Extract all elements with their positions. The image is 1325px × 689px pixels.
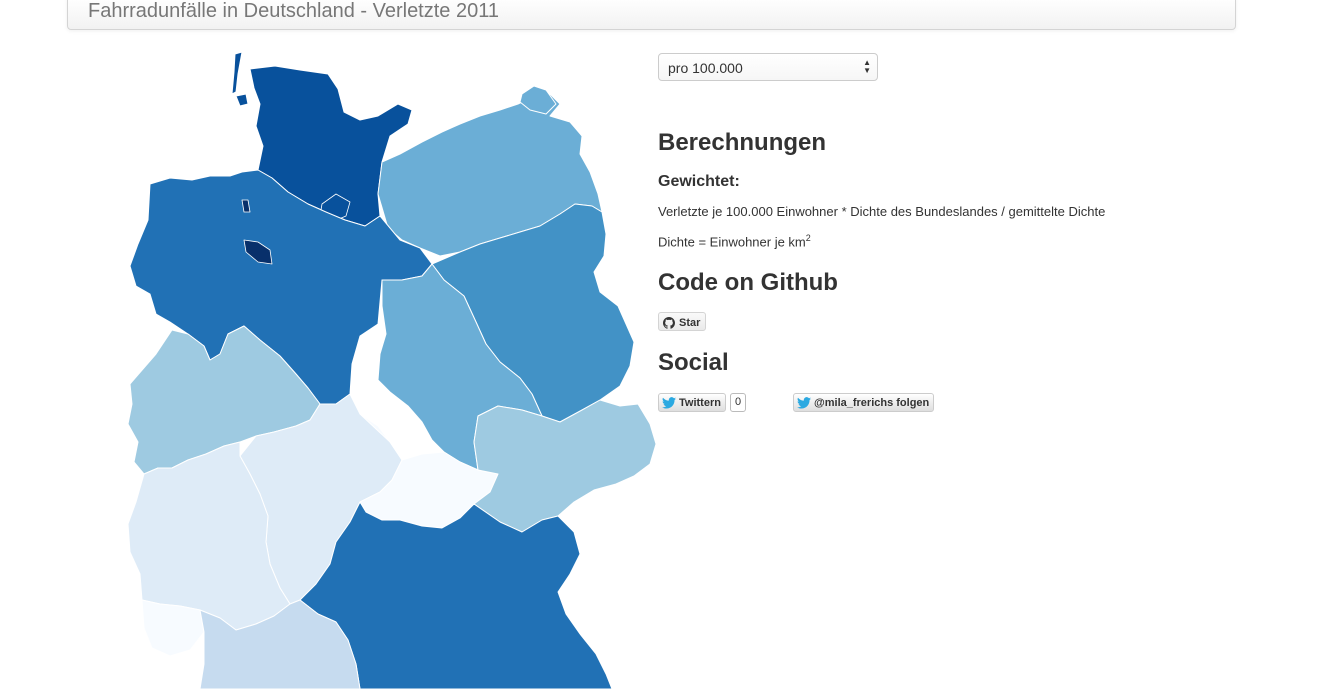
- heading-berechnungen: Berechnungen: [658, 129, 827, 156]
- island-sylt: [231, 51, 243, 95]
- island-ruegen: [519, 85, 557, 115]
- state-rheinland-pfalz[interactable]: [127, 441, 291, 631]
- formula-text: Verletzte je 100.000 Einwohner * Dichte …: [658, 204, 1106, 219]
- twitter-follow-label: @mila_frerichs folgen: [814, 397, 930, 409]
- dichte-superscript: 2: [805, 233, 811, 243]
- page-title[interactable]: Fahrradunfälle in Deutschland - Verletzt…: [88, 0, 499, 22]
- twitter-share-button[interactable]: Twittern: [658, 393, 726, 412]
- github-star-label: Star: [679, 316, 701, 329]
- heading-code-on-github: Code on Github: [658, 269, 838, 296]
- info-panel: pro 100.000 ▲ ▼ Berechnungen Gewichtet: V…: [658, 53, 1258, 412]
- heading-gewichtet: Gewichtet:: [658, 173, 740, 190]
- navbar: Fahrradunfälle in Deutschland - Verletzt…: [67, 0, 1236, 30]
- state-sachsen[interactable]: [473, 399, 657, 533]
- metric-select[interactable]: pro 100.000 ▲ ▼: [658, 53, 878, 81]
- dichte-label: Dichte = Einwohner je km: [658, 234, 806, 250]
- metric-select-value: pro 100.000: [668, 60, 743, 76]
- state-bremerhaven: [241, 199, 251, 213]
- state-niedersachsen[interactable]: [129, 169, 433, 405]
- dichte-text: Dichte = Einwohner je km2: [658, 233, 811, 249]
- state-baden-wuerttemberg[interactable]: [199, 599, 361, 689]
- twitter-bird-icon: [797, 397, 811, 409]
- select-arrows-icon: ▲ ▼: [863, 58, 871, 75]
- state-saarland[interactable]: [141, 599, 205, 657]
- state-bremen[interactable]: [243, 239, 273, 265]
- germany-choropleth-map: [60, 44, 660, 689]
- twitter-share-count: 0: [730, 393, 747, 412]
- state-bayern[interactable]: [299, 501, 613, 689]
- heading-social: Social: [658, 349, 729, 376]
- github-octocat-icon: [663, 316, 675, 329]
- twitter-share-label: Twittern: [679, 397, 721, 409]
- island-foehr: [235, 93, 249, 107]
- twitter-follow-button[interactable]: @mila_frerichs folgen: [793, 393, 935, 412]
- twitter-bird-icon: [662, 397, 676, 409]
- github-star-button[interactable]: Star: [658, 312, 707, 331]
- map-svg: [127, 51, 657, 689]
